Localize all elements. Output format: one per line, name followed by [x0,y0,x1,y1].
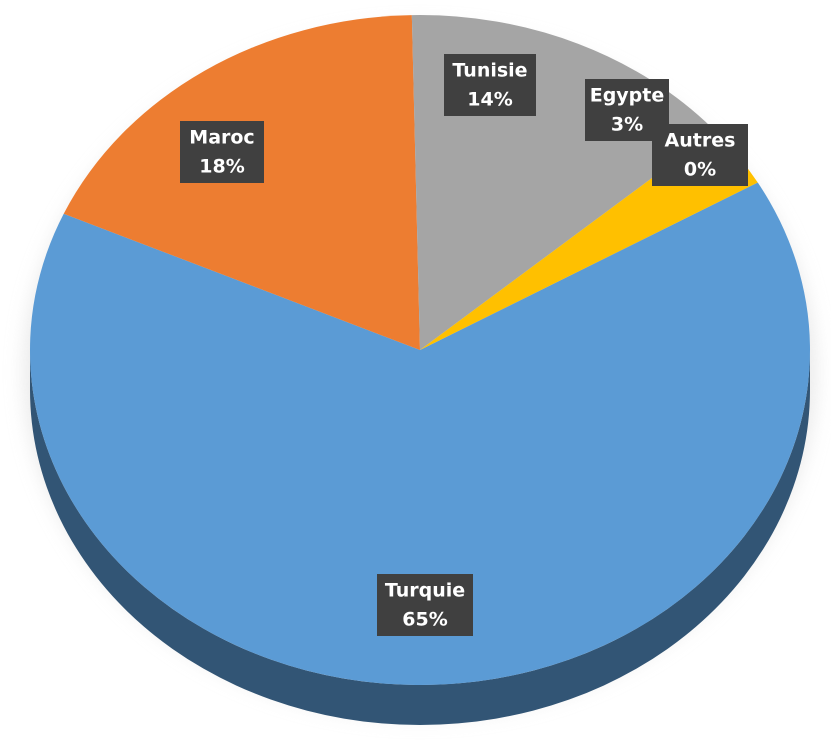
slice [420,182,758,350]
label-value: 3% [611,114,643,136]
label-box [377,574,473,636]
label-value: 14% [467,89,512,111]
slice [29,182,810,686]
label-category: Egypte [590,85,665,107]
data-label: Tunisie 14% [444,54,536,116]
label-category: Turquie [385,580,465,602]
label-value: 0% [684,159,716,181]
label-box [180,121,264,183]
data-label: Turquie 65% [377,574,473,636]
data-label: Autres 0% [652,124,748,186]
label-category: Maroc [189,127,254,149]
label-value: 65% [402,609,447,631]
label-category: Autres [665,130,736,152]
label-value: 18% [199,156,244,178]
label-box [652,124,748,186]
label-category: Tunisie [452,60,527,82]
data-label: Maroc 18% [180,121,264,183]
label-box [444,54,536,116]
